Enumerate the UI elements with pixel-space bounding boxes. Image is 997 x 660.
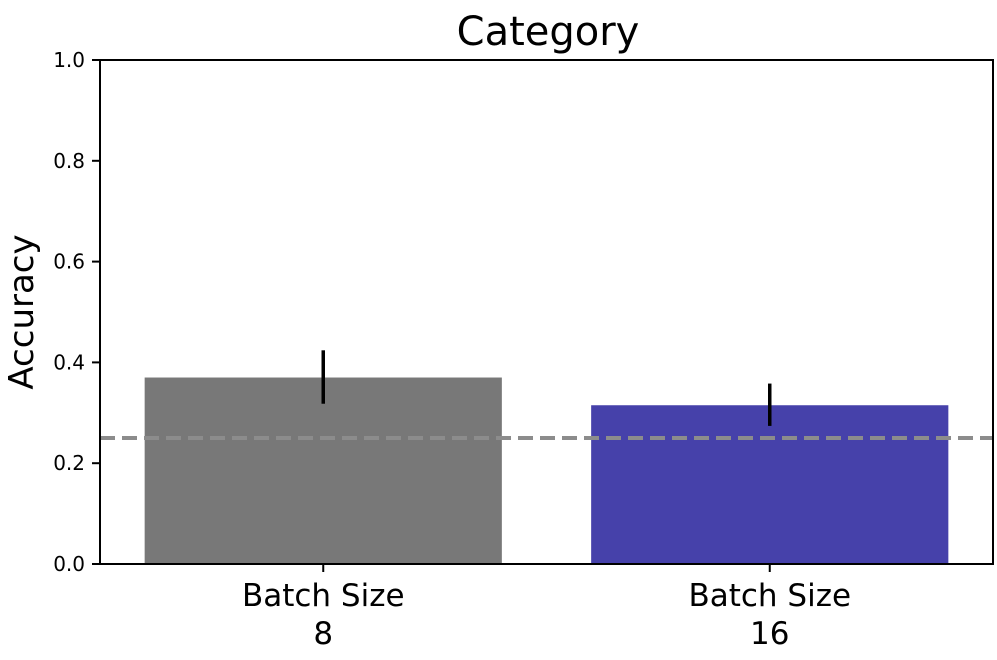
y-tick-label-3: 0.6 — [53, 250, 85, 274]
x-tick-label-0-line-0: Batch Size — [242, 578, 405, 614]
x-tick-label-1-line-0: Batch Size — [688, 578, 851, 614]
x-tick-label-0-line-1: 8 — [313, 616, 333, 652]
bar-0 — [144, 377, 502, 564]
bar-1 — [591, 405, 949, 564]
axes-frame — [99, 59, 994, 565]
y-tick-label-0: 0.0 — [53, 552, 85, 576]
y-tick-label-4: 0.8 — [53, 149, 85, 173]
y-tick-label-1: 0.2 — [53, 451, 85, 475]
chart-title: Category — [457, 9, 640, 55]
y-tick-label-5: 1.0 — [53, 48, 85, 72]
y-axis-label: Accuracy — [2, 234, 42, 389]
y-tick-label-2: 0.4 — [53, 350, 85, 374]
x-tick-label-1-line-1: 16 — [750, 616, 789, 652]
